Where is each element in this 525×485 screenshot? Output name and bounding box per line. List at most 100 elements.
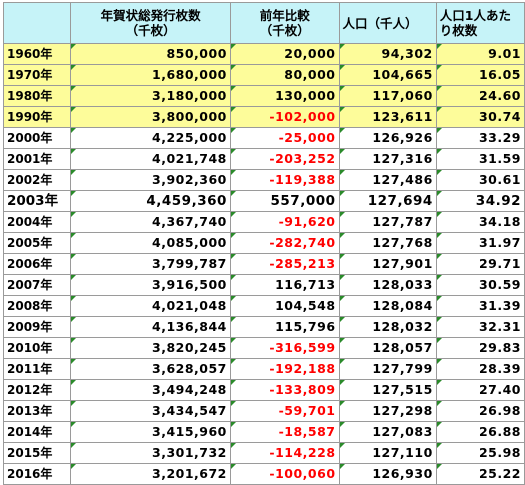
per-person-cell: 30.74 <box>435 106 525 128</box>
yoy-cell: 557,000 <box>229 190 340 212</box>
yoy-cell: 116,713 <box>229 274 340 296</box>
table-row: 2000年 4,225,000 -25,000 126,926 33.29 <box>2 127 525 149</box>
year-cell: 2007年 <box>2 274 72 296</box>
yoy-cell: -192,188 <box>229 358 340 380</box>
table-row: 1960年 850,000 20,000 94,302 9.01 <box>2 43 525 65</box>
yoy-cell: -25,000 <box>229 127 340 149</box>
year-cell: 2011年 <box>2 358 72 380</box>
table-row: 2013年 3,434,547 -59,701 127,298 26.98 <box>2 400 525 422</box>
year-cell: 2012年 <box>2 379 72 401</box>
yoy-cell: -133,809 <box>229 379 340 401</box>
yoy-cell: -100,060 <box>229 463 340 485</box>
yoy-cell: 80,000 <box>229 64 340 86</box>
yoy-cell: -119,388 <box>229 169 340 191</box>
yoy-cell: -203,252 <box>229 148 340 170</box>
header-per-person: 人口1人あた り枚数 <box>435 2 525 44</box>
year-cell: 2004年 <box>2 211 72 233</box>
population-cell: 127,799 <box>338 358 437 380</box>
population-cell: 127,901 <box>338 253 437 275</box>
per-person-cell: 27.40 <box>435 379 525 401</box>
table-row: 2001年 4,021,748 -203,252 127,316 31.59 <box>2 148 525 170</box>
per-person-cell: 31.39 <box>435 295 525 317</box>
year-cell: 2008年 <box>2 295 72 317</box>
year-cell: 2006年 <box>2 253 72 275</box>
year-cell: 2014年 <box>2 421 72 443</box>
table-row: 1980年 3,180,000 130,000 117,060 24.60 <box>2 85 525 107</box>
population-cell: 127,515 <box>338 379 437 401</box>
year-cell: 2015年 <box>2 442 72 464</box>
year-cell: 2016年 <box>2 463 72 485</box>
population-cell: 127,486 <box>338 169 437 191</box>
year-cell: 1980年 <box>2 85 72 107</box>
year-cell: 1960年 <box>2 43 72 65</box>
per-person-cell: 32.31 <box>435 316 525 338</box>
population-cell: 127,694 <box>338 190 437 212</box>
per-person-cell: 25.22 <box>435 463 525 485</box>
cards-cell: 3,628,057 <box>70 358 231 380</box>
header-cards: 年賀状総発行枚数 （千枚） <box>70 2 231 44</box>
header-yoy-label: 前年比較 （千枚） <box>259 8 310 38</box>
cards-cell: 3,799,787 <box>70 253 231 275</box>
population-cell: 94,302 <box>338 43 437 65</box>
table-row: 2004年 4,367,740 -91,620 127,787 34.18 <box>2 211 525 233</box>
table-row: 2010年 3,820,245 -316,599 128,057 29.83 <box>2 337 525 359</box>
cards-cell: 3,415,960 <box>70 421 231 443</box>
year-cell: 2003年 <box>2 190 72 212</box>
header-population: 人口（千人） <box>338 2 437 44</box>
yoy-cell: -91,620 <box>229 211 340 233</box>
yoy-cell: -59,701 <box>229 400 340 422</box>
population-cell: 128,084 <box>338 295 437 317</box>
cards-cell: 3,180,000 <box>70 85 231 107</box>
population-cell: 128,033 <box>338 274 437 296</box>
per-person-cell: 34.92 <box>435 190 525 212</box>
cards-cell: 4,021,748 <box>70 148 231 170</box>
cards-cell: 4,136,844 <box>70 316 231 338</box>
table-row: 1990年 3,800,000 -102,000 123,611 30.74 <box>2 106 525 128</box>
per-person-cell: 33.29 <box>435 127 525 149</box>
population-cell: 123,611 <box>338 106 437 128</box>
population-cell: 126,930 <box>338 463 437 485</box>
per-person-cell: 16.05 <box>435 64 525 86</box>
population-cell: 127,316 <box>338 148 437 170</box>
yoy-cell: 115,796 <box>229 316 340 338</box>
table-row: 1970年 1,680,000 80,000 104,665 16.05 <box>2 64 525 86</box>
cards-cell: 3,434,547 <box>70 400 231 422</box>
per-person-cell: 30.61 <box>435 169 525 191</box>
table-row: 2016年 3,201,672 -100,060 126,930 25.22 <box>2 463 525 485</box>
per-person-cell: 25.98 <box>435 442 525 464</box>
population-cell: 104,665 <box>338 64 437 86</box>
per-person-cell: 26.88 <box>435 421 525 443</box>
table-row: 2011年 3,628,057 -192,188 127,799 28.39 <box>2 358 525 380</box>
population-cell: 126,926 <box>338 127 437 149</box>
cards-cell: 3,820,245 <box>70 337 231 359</box>
cards-cell: 3,201,672 <box>70 463 231 485</box>
yoy-cell: 130,000 <box>229 85 340 107</box>
per-person-cell: 31.59 <box>435 148 525 170</box>
table-row: 2014年 3,415,960 -18,587 127,083 26.88 <box>2 421 525 443</box>
table-row: 2002年 3,902,360 -119,388 127,486 30.61 <box>2 169 525 191</box>
table-row: 2015年 3,301,732 -114,228 127,110 25.98 <box>2 442 525 464</box>
header-yoy: 前年比較 （千枚） <box>229 2 340 44</box>
header-row: 年賀状総発行枚数 （千枚） 前年比較 （千枚） 人口（千人） 人口1人あた り枚… <box>2 2 525 44</box>
per-person-cell: 34.18 <box>435 211 525 233</box>
table-row: 2003年 4,459,360 557,000 127,694 34.92 <box>2 190 525 212</box>
per-person-cell: 28.39 <box>435 358 525 380</box>
cards-cell: 3,301,732 <box>70 442 231 464</box>
year-cell: 2010年 <box>2 337 72 359</box>
yoy-cell: -18,587 <box>229 421 340 443</box>
year-cell: 2005年 <box>2 232 72 254</box>
per-person-cell: 31.97 <box>435 232 525 254</box>
population-cell: 128,057 <box>338 337 437 359</box>
per-person-cell: 29.83 <box>435 337 525 359</box>
year-cell: 2013年 <box>2 400 72 422</box>
population-cell: 127,787 <box>338 211 437 233</box>
per-person-cell: 29.71 <box>435 253 525 275</box>
yoy-cell: -316,599 <box>229 337 340 359</box>
yoy-cell: 104,548 <box>229 295 340 317</box>
yoy-cell: 20,000 <box>229 43 340 65</box>
header-population-label: 人口（千人） <box>342 15 418 31</box>
year-cell: 2001年 <box>2 148 72 170</box>
cards-cell: 850,000 <box>70 43 231 65</box>
table-row: 2009年 4,136,844 115,796 128,032 32.31 <box>2 316 525 338</box>
